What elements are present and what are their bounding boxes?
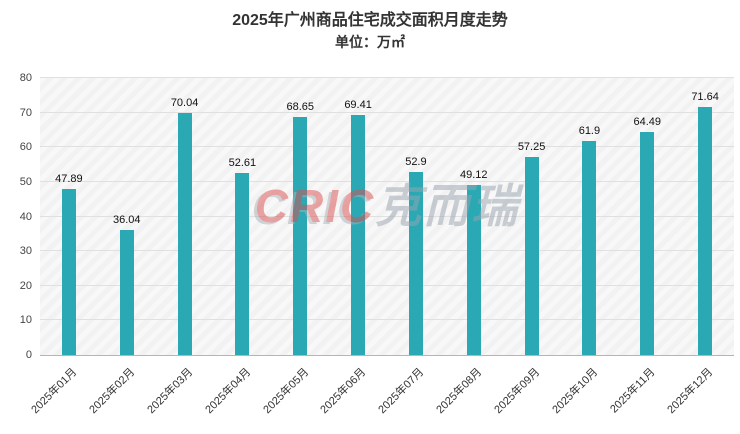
gridline (40, 250, 734, 252)
plot-area: CRIC克而瑞 47.89 36.04 70.04 52.61 68.65 69.41 52… (40, 77, 734, 356)
bar-month-11 (640, 131, 655, 355)
gridline (40, 111, 734, 113)
bar-value-label: 49.12 (459, 168, 488, 181)
bar-month-06 (351, 114, 366, 355)
bar-value-label: 52.9 (405, 155, 427, 168)
gridline (40, 319, 734, 321)
x-axis: 2025年01月 2025年02月 2025年03月 2025年04月 2025年05月… (30, 356, 734, 434)
x-axis-label: 2025年10月 (550, 366, 601, 417)
x-axis-label: 2025年03月 (145, 366, 196, 417)
gridline (40, 180, 734, 182)
x-axis-label: 2025年02月 (87, 366, 138, 417)
y-tick-label: 10 (19, 314, 32, 327)
bar-value-label: 71.64 (691, 90, 719, 103)
chart-title: 2025年广州商品住宅成交面积月度走势 (232, 12, 508, 29)
bar-value-label: 61.9 (578, 124, 601, 137)
bar-month-05 (293, 117, 308, 355)
y-axis: 0 10 20 30 40 50 60 70 80 (0, 72, 40, 361)
y-tick-label: 40 (19, 210, 32, 223)
bar-value-label: 47.89 (55, 173, 83, 186)
x-axis-label: 2025年05月 (260, 366, 311, 417)
x-axis-label: 2025年06月 (318, 366, 369, 417)
bar-month-09 (524, 156, 539, 355)
x-axis-label: 2025年04月 (203, 366, 254, 417)
y-tick-label: 60 (19, 141, 32, 154)
bar-value-label: 68.65 (286, 101, 315, 114)
x-axis-label: 2025年12月 (665, 366, 716, 417)
y-tick-label: 80 (19, 72, 32, 84)
bar-value-label: 36.04 (112, 214, 141, 227)
plot-wrap: CRIC克而瑞 47.89 36.04 70.04 52.61 68.65 69.41 52… (30, 77, 734, 434)
bar-value-label: 69.41 (344, 98, 372, 111)
bar-month-02 (119, 230, 134, 355)
bar-month-12 (698, 106, 713, 355)
y-tick-label: 70 (19, 106, 32, 119)
gridline (40, 77, 734, 78)
x-axis-label: 2025年01月 (29, 366, 80, 417)
y-tick-label: 0 (25, 349, 32, 361)
gridline (40, 284, 734, 286)
y-tick-label: 30 (19, 245, 32, 258)
x-axis-label: 2025年08月 (434, 366, 485, 417)
bar-month-08 (466, 184, 481, 355)
bar-month-07 (408, 171, 423, 355)
bar-value-label: 64.49 (633, 115, 662, 128)
gridline (40, 215, 734, 217)
x-axis-label: 2025年09月 (492, 366, 543, 417)
bar-value-label: 52.61 (228, 156, 257, 169)
chart-container: 2025年广州商品住宅成交面积月度走势 单位：万㎡ 0 10 20 30 40 50 60 7… (0, 10, 740, 433)
y-tick-label: 20 (19, 279, 32, 292)
chart-subtitle: 单位：万㎡ (335, 34, 405, 50)
bar-month-04 (235, 172, 250, 355)
watermark-cjk-text: 克而瑞 (375, 179, 520, 232)
chart-body: 0 10 20 30 40 50 60 70 80 CRIC克而瑞 47.89 36.04 70.0… (0, 72, 734, 434)
y-tick-label: 50 (19, 175, 32, 188)
bar-value-label: 57.25 (517, 140, 546, 153)
bar-value-label: 70.04 (170, 96, 199, 109)
gridline (40, 146, 734, 148)
bar-month-01 (61, 189, 76, 355)
bar-month-10 (582, 140, 597, 355)
x-axis-label: 2025年07月 (376, 366, 427, 417)
x-axis-label: 2025年11月 (608, 366, 658, 416)
bar-month-03 (177, 112, 192, 355)
